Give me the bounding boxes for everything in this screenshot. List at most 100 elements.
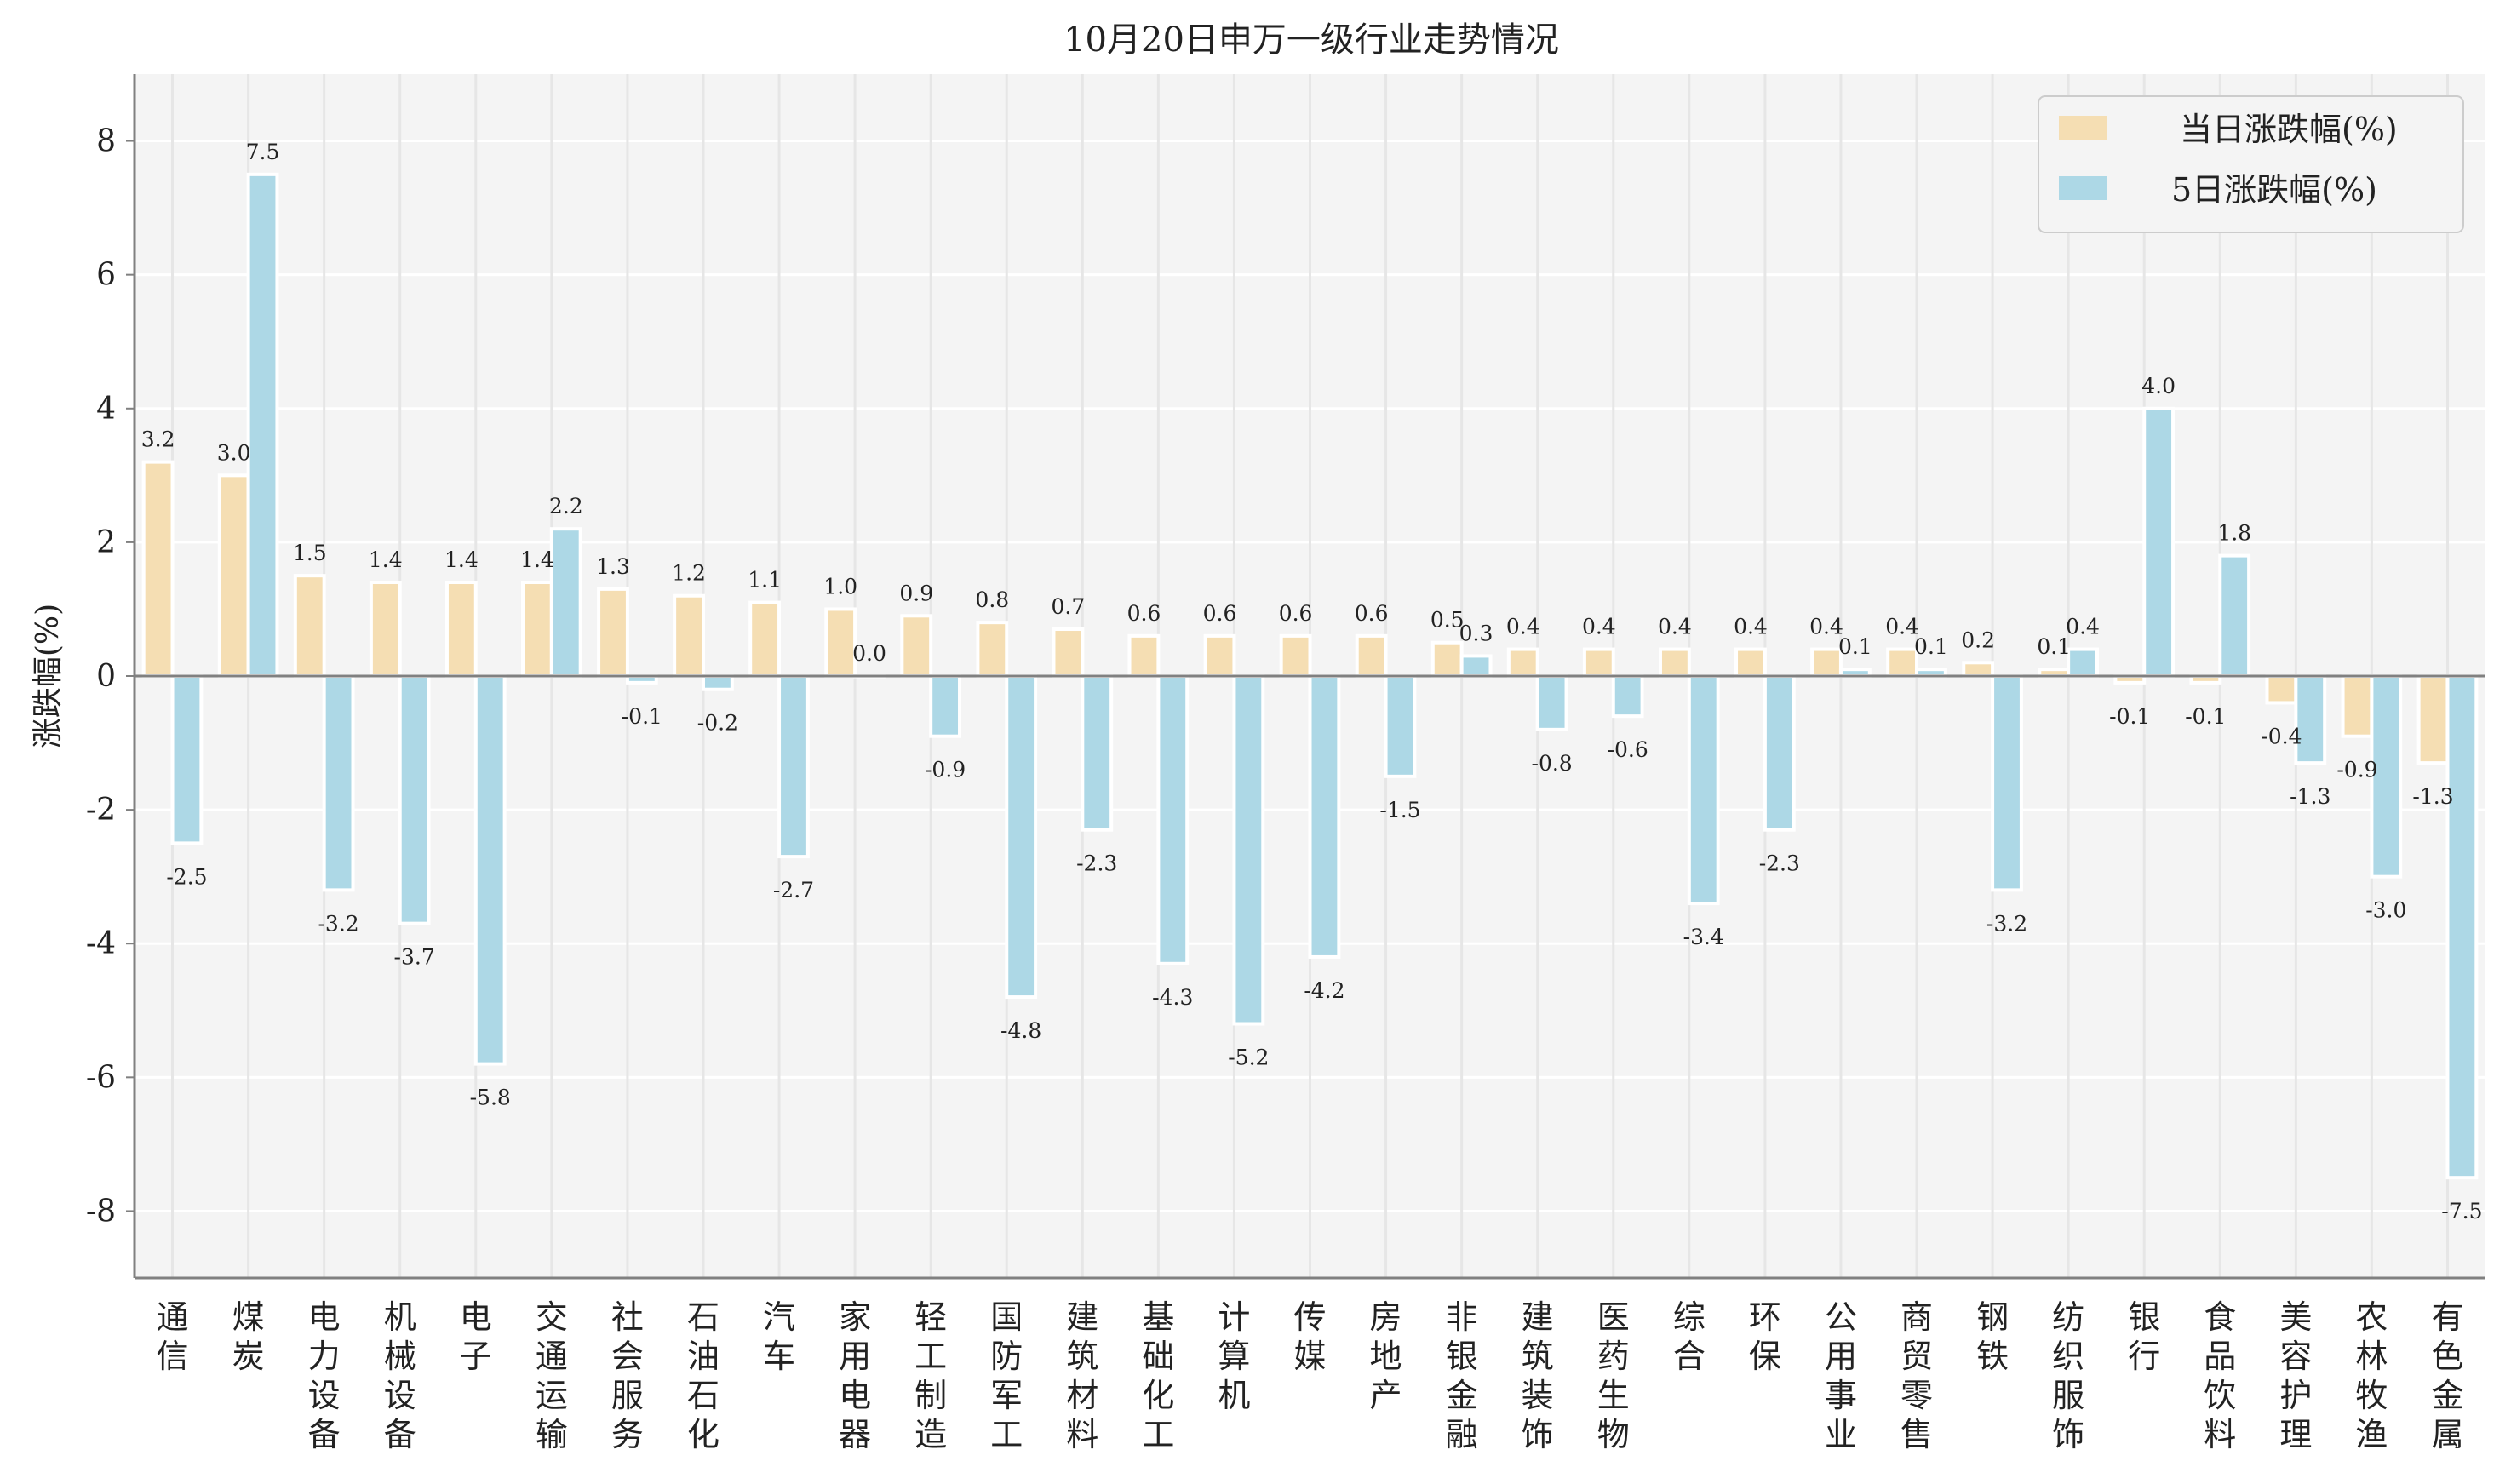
x-tick-label: 非银金融: [1446, 1298, 1478, 1453]
x-tick-label: 综合: [1673, 1298, 1706, 1375]
y-tick-label: 0: [96, 659, 116, 694]
bar-5day: [1459, 654, 1493, 679]
data-label: -0.1: [622, 704, 662, 729]
data-label: -0.4: [2261, 724, 2302, 748]
data-label: -7.5: [2441, 1199, 2482, 1223]
data-label: 0.5: [1430, 608, 1465, 633]
data-label: 1.2: [672, 561, 706, 586]
data-label: -2.5: [166, 864, 207, 889]
data-label: -0.9: [925, 758, 966, 782]
data-label: 1.4: [369, 547, 403, 572]
data-label: -0.8: [1532, 751, 1573, 776]
bar-5day: [2067, 647, 2099, 678]
x-tick-label: 农林牧渔: [2355, 1298, 2388, 1453]
x-tick-label: 汽车: [763, 1298, 795, 1375]
bar-daily: [444, 581, 478, 678]
legend-swatch-5day: [2059, 176, 2107, 200]
bar-5day: [1081, 674, 1114, 832]
bar-5day: [473, 674, 507, 1066]
x-tick-label: 电力设备: [308, 1298, 341, 1453]
data-label: 0.4: [2066, 615, 2100, 639]
y-tick-label: 8: [96, 124, 116, 159]
y-tick-label: 6: [96, 258, 116, 293]
data-label: -3.4: [1683, 925, 1724, 949]
data-label: -2.7: [773, 878, 814, 902]
data-label: 0.8: [975, 587, 1009, 612]
x-tick-label: 计算机: [1218, 1298, 1250, 1414]
bar-daily: [369, 581, 402, 678]
bar-5day: [2445, 674, 2479, 1180]
bar-5day: [777, 674, 810, 859]
bar-daily: [1127, 633, 1161, 678]
bar-daily: [1355, 633, 1388, 678]
bar-5day: [1535, 674, 1568, 731]
data-label: 1.4: [444, 547, 479, 572]
x-tick-label: 食品饮料: [2204, 1298, 2236, 1453]
data-label: 0.6: [1355, 601, 1389, 626]
bar-5day: [2142, 406, 2176, 678]
data-label: 0.6: [1203, 601, 1237, 626]
bar-5day: [1308, 674, 1341, 959]
bar-5day: [1687, 674, 1720, 906]
bar-5day: [1763, 674, 1796, 832]
bar-5day: [2294, 674, 2327, 765]
data-label: 0.4: [1506, 615, 1540, 639]
x-tick-label: 建筑材料: [1066, 1298, 1098, 1453]
legend-label-daily: 当日涨跌幅(%): [2180, 111, 2398, 148]
bar-daily: [673, 593, 705, 679]
data-label: 1.8: [2217, 521, 2251, 546]
legend-label-5day: 5日涨跌幅(%): [2171, 171, 2377, 209]
x-tick-label: 纺织服饰: [2052, 1298, 2084, 1453]
data-label: 7.5: [246, 140, 280, 164]
bar-5day: [929, 674, 962, 738]
data-label: -1.3: [2412, 784, 2453, 809]
x-tick-label: 机械设备: [384, 1298, 416, 1453]
legend-swatch-daily: [2059, 116, 2107, 140]
bar-daily: [217, 473, 250, 678]
data-label: 0.3: [1459, 621, 1493, 645]
data-label: -0.1: [2185, 704, 2226, 729]
data-label: -3.2: [1986, 911, 2027, 936]
legend-box: [2038, 95, 2464, 233]
bar-daily: [597, 587, 629, 679]
x-tick-label: 国防军工: [990, 1298, 1023, 1453]
bar-daily: [1734, 647, 1767, 678]
data-label: 4.0: [2141, 374, 2176, 398]
data-label: 1.4: [520, 547, 554, 572]
data-label: 0.4: [1734, 615, 1768, 639]
x-tick-label: 钢铁: [1976, 1298, 2009, 1375]
bar-5day: [1232, 674, 1265, 1026]
bar-5day: [1005, 674, 1038, 1000]
data-label: 1.3: [596, 554, 630, 579]
x-tick-label: 家用电器: [839, 1298, 871, 1453]
data-label: -1.5: [1379, 798, 1420, 822]
bar-5day: [1156, 674, 1190, 965]
bar-5day: [1611, 674, 1644, 719]
x-tick-label: 交通运输: [536, 1298, 568, 1453]
y-tick-label: 2: [96, 525, 116, 560]
bar-5day: [549, 527, 582, 679]
x-tick-label: 通信: [157, 1298, 189, 1375]
data-label: 0.4: [1885, 615, 1919, 639]
data-label: 1.5: [293, 541, 327, 565]
data-label: 0.4: [1582, 615, 1616, 639]
data-label: -3.0: [2365, 898, 2406, 923]
y-axis-label: 涨跌幅(%): [31, 604, 66, 748]
x-tick-label: 煤炭: [232, 1298, 265, 1375]
bar-5day: [322, 674, 355, 892]
y-tick-label: -6: [86, 1060, 116, 1095]
data-label: -1.3: [2290, 784, 2330, 809]
bar-5day: [2218, 553, 2251, 678]
x-tick-label: 医药生物: [1597, 1298, 1630, 1453]
data-labels: 3.2 3.0 1.5 1.4 1.4 1.4 1.3 1.2 1.1 1.0 0.9 0.8 0.7 0…: [141, 140, 2483, 1223]
x-tick-label: 房地产: [1370, 1298, 1402, 1414]
data-label: -0.2: [697, 711, 738, 736]
data-label: 1.1: [748, 568, 782, 593]
bar-daily: [900, 614, 933, 678]
bar-daily: [293, 574, 326, 679]
x-tick-label: 建筑装饰: [1522, 1298, 1554, 1453]
x-tick-label: 社会服务: [611, 1298, 644, 1453]
data-label: -4.3: [1152, 985, 1193, 1010]
data-label: 0.7: [1052, 594, 1086, 619]
